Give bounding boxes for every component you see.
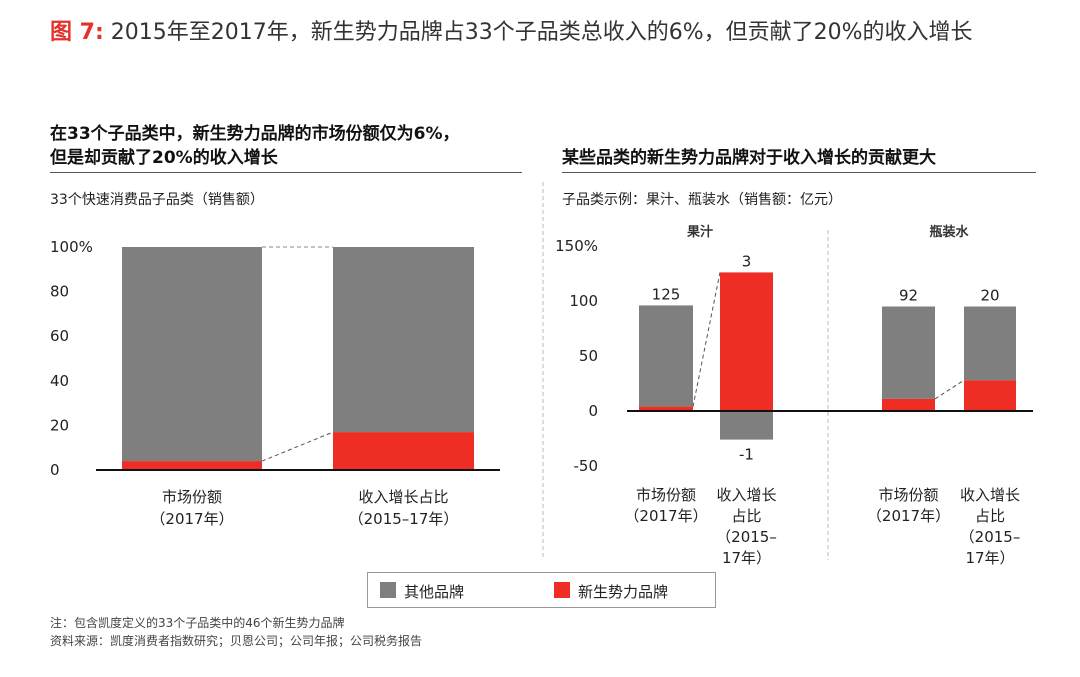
left-bar-other-brands — [333, 247, 474, 433]
right-bar-other-brands — [639, 305, 693, 407]
right-bar-other-brands — [964, 306, 1016, 381]
left-y-tick-label: 60 — [50, 327, 69, 345]
left-panel-title: 在33个子品类中，新生势力品牌的市场份额仅为6%， 但是却贡献了20%的收入增长 — [50, 122, 460, 170]
right-panel-subtitle: 子品类示例：果汁、瓶装水（销售额：亿元） — [562, 192, 842, 208]
legend-label-new: 新生势力品牌 — [578, 583, 669, 601]
legend-swatch-other — [380, 582, 396, 598]
right-x-category-label: 市场份额 — [636, 486, 696, 504]
left-panel-title-line1: 在33个子品类中，新生势力品牌的市场份额仅为6%， — [50, 124, 460, 144]
right-x-category-label: 占比 — [975, 507, 1005, 525]
right-bar-value-label: 20 — [980, 287, 999, 305]
right-bar-new-brands — [882, 398, 935, 411]
right-x-category-label: （2015– — [716, 528, 777, 546]
left-x-category-label: （2015–17年） — [349, 510, 459, 528]
right-y-tick-label: 0 — [588, 402, 598, 420]
right-chart: 150% 100 50 0 -50 果汁 瓶装水 125 市场份额 （2017年） 3 -1 收入增长占… — [555, 224, 1033, 567]
left-y-tick-label: 20 — [50, 416, 69, 434]
left-panel-title-line2: 但是却贡献了20%的收入增长 — [50, 148, 278, 168]
left-bar-other-brands — [122, 247, 262, 462]
right-bar-other-brands — [882, 306, 935, 399]
right-bar-bottom-label: -1 — [739, 446, 754, 464]
right-bar-new-brands — [964, 380, 1016, 411]
right-panel-rule — [562, 172, 1036, 173]
source-note: 资料来源：凯度消费者指数研究；贝恩公司；公司年报；公司税务报告 — [50, 634, 423, 648]
right-bar-value-label: 125 — [652, 285, 681, 303]
left-x-category-label: 收入增长占比 — [358, 488, 448, 506]
left-y-tick-label: 0 — [50, 461, 60, 479]
left-chart: 100% 80 60 40 20 0 市场份额 （2017年） 收入增长占比 （2015–17年） — [50, 238, 500, 528]
right-x-category-label: （2017年） — [867, 507, 950, 525]
right-connector-line — [934, 379, 965, 400]
right-y-tick-label: 50 — [579, 347, 598, 365]
right-bar-new-brands — [639, 406, 693, 411]
right-y-tick-label: 100 — [569, 292, 598, 310]
figure-title-text: 2015年至2017年，新生势力品牌占33个子品类总收入的6%，但贡献了20%的… — [110, 20, 973, 45]
right-bar-value-label: 92 — [899, 287, 918, 305]
right-x-category-label: （2017年） — [624, 507, 707, 525]
right-y-tick-label: -50 — [574, 457, 599, 475]
right-x-category-label: 17年） — [722, 549, 771, 567]
right-group-label-juice: 果汁 — [686, 224, 713, 240]
left-x-category-label: （2017年） — [150, 510, 233, 528]
left-y-tick-label: 80 — [50, 283, 69, 301]
right-x-category-label: 收入增长 — [960, 486, 1020, 504]
right-bar-value-label: 3 — [742, 252, 752, 270]
left-connector-line — [261, 431, 334, 462]
right-connector-line — [692, 272, 721, 407]
right-x-category-label: （2015– — [960, 528, 1021, 546]
right-x-category-label: 17年） — [965, 549, 1014, 567]
legend-label-other: 其他品牌 — [404, 583, 465, 601]
footnote: 注：包含凯度定义的33个子品类中的46个新生势力品牌 — [50, 616, 345, 630]
left-x-category-label: 市场份额 — [162, 488, 222, 506]
legend: 其他品牌 新生势力品牌 — [367, 572, 716, 608]
left-panel-rule — [50, 172, 522, 173]
left-bar-new-brands — [333, 432, 474, 470]
left-y-tick-label: 100% — [50, 238, 93, 256]
right-bar-new-brands — [720, 272, 773, 411]
legend-swatch-new — [554, 582, 570, 598]
right-panel-title: 某些品类的新生势力品牌对于收入增长的贡献更大 — [562, 148, 936, 168]
figure-label: 图 7: — [50, 20, 104, 45]
right-bar-other-brands — [720, 411, 773, 440]
right-x-category-label: 收入增长 — [716, 486, 776, 504]
figure-title: 图 7: 2015年至2017年，新生势力品牌占33个子品类总收入的6%，但贡献… — [50, 14, 973, 46]
right-y-tick-label: 150% — [555, 237, 598, 255]
right-x-category-label: 市场份额 — [878, 486, 938, 504]
left-bar-new-brands — [122, 461, 262, 470]
panel-divider — [542, 182, 544, 560]
right-group-label-water: 瓶装水 — [929, 224, 969, 240]
left-panel-subtitle: 33个快速消费品子品类（销售额） — [50, 192, 264, 208]
right-x-category-label: 占比 — [731, 507, 761, 525]
left-y-tick-label: 40 — [50, 372, 69, 390]
